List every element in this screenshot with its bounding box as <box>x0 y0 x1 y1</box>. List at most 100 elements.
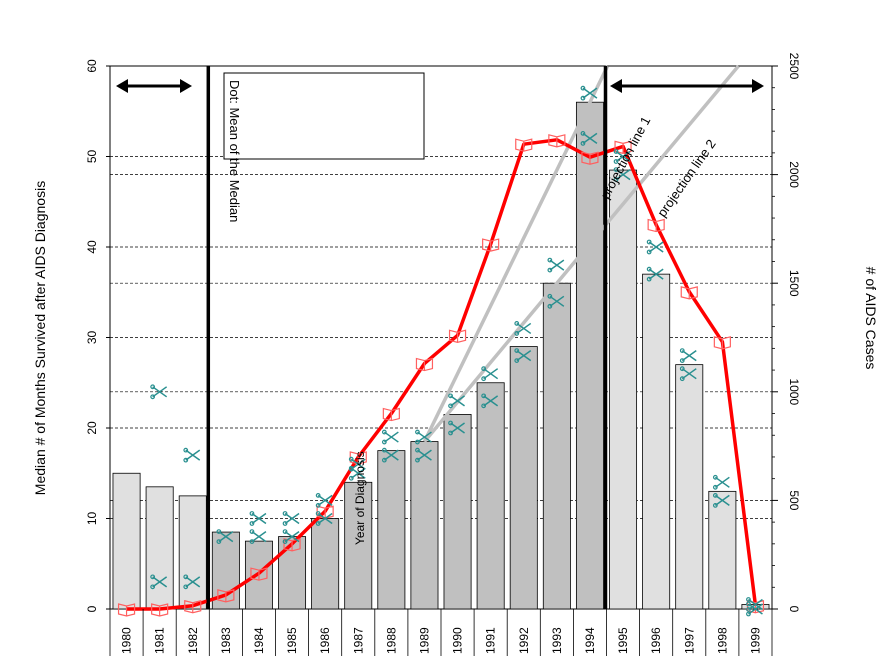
cases-series-line <box>126 138 758 611</box>
book-marker <box>548 134 566 148</box>
scissors-handle <box>348 465 354 471</box>
scissors-marker <box>150 574 168 590</box>
book-marker <box>250 567 268 581</box>
scissors-handle <box>580 95 586 101</box>
book-marker <box>184 599 202 614</box>
scissors-blades <box>450 395 465 407</box>
y-left-tick-label: 10 <box>85 512 99 526</box>
scissors-handle <box>679 358 685 364</box>
y-right-tick-label: 2500 <box>787 53 801 80</box>
bar-1992 <box>509 346 538 610</box>
scissors-blades <box>549 295 565 307</box>
scissors-handle <box>216 539 222 544</box>
scissors-marker <box>646 266 664 282</box>
bar-1993 <box>542 282 571 610</box>
x-tick-label: 1980 <box>120 627 134 654</box>
y-right-tick-label: 1500 <box>787 270 801 297</box>
x-tick-label: 1991 <box>484 627 498 654</box>
scissors-handle <box>547 267 553 273</box>
scissors-handle <box>746 611 751 617</box>
scissors-handle <box>481 393 487 399</box>
scissors-blades <box>681 349 697 362</box>
y-left-tick-label: 30 <box>85 331 99 345</box>
bar-1986 <box>311 518 340 610</box>
scissors-handle <box>580 140 586 146</box>
scissors-marker <box>282 511 300 526</box>
scissors-blades <box>317 512 333 525</box>
arrow-early-head-right <box>180 79 192 93</box>
legend-text: Dot: Mean of the Median <box>227 80 242 222</box>
scissors-marker <box>679 348 697 364</box>
scissors-handle <box>746 601 751 607</box>
bar-1994 <box>575 101 604 610</box>
scissors-handle <box>712 474 718 480</box>
scissors-blades <box>748 603 763 615</box>
scissors-handle <box>613 167 619 173</box>
book-marker <box>382 407 400 422</box>
projection-line-1 <box>422 65 610 443</box>
projection-label-2: projection line 2 <box>654 137 719 220</box>
scissors-blades <box>417 449 432 461</box>
projection-line-2 <box>423 64 740 443</box>
x-tick-label: 1990 <box>451 627 465 654</box>
scissors-handle <box>183 584 189 590</box>
bar-1990 <box>443 414 472 610</box>
bar-1996 <box>642 273 671 610</box>
scissors-handle <box>448 393 453 399</box>
scissors-handle <box>481 376 487 382</box>
scissors-blades <box>516 322 532 335</box>
y-right-tick-label: 1000 <box>787 378 801 405</box>
book-marker <box>515 138 533 152</box>
scissors-blades <box>350 458 366 470</box>
scissors-handle <box>150 574 156 580</box>
scissors-blades <box>483 395 499 407</box>
scissors-blades <box>714 494 730 507</box>
book-shape <box>316 505 334 519</box>
scissors-blades <box>317 494 333 507</box>
scissors-marker <box>249 529 267 544</box>
x-tick-label: 1989 <box>417 627 431 654</box>
x-tick-labels: 1980 1981 1982 1983 1984 1985 1986 1987 1988 1989… <box>109 609 773 656</box>
book-shape <box>117 603 136 617</box>
book-marker <box>415 357 434 372</box>
scissors-handle <box>282 539 288 544</box>
scissors-marker <box>613 149 631 164</box>
scissors-marker <box>613 167 631 183</box>
book-marker <box>647 218 665 233</box>
bar-1980 <box>112 472 141 610</box>
book-marker <box>482 238 500 252</box>
scissors-blades <box>350 467 366 479</box>
scissors-marker <box>746 601 763 617</box>
scissors-handle <box>712 484 718 490</box>
book-shape <box>184 599 202 614</box>
scissors-marker <box>348 465 366 481</box>
scissors-blades <box>218 530 234 543</box>
scissors-handle <box>249 529 255 534</box>
arrow-late-head-left <box>610 79 622 93</box>
scissors-marker <box>580 130 598 146</box>
scissors-handle <box>150 384 156 390</box>
scissors-blades <box>714 476 730 488</box>
scissors-marker <box>679 366 697 382</box>
scissors-handle <box>415 439 420 445</box>
scissors-handle <box>249 521 255 526</box>
book-marker <box>448 329 467 343</box>
scissors-marker <box>514 348 532 364</box>
x-tick-label: 1987 <box>351 627 365 654</box>
scissors-blades <box>748 598 763 611</box>
bar-1988 <box>377 450 406 610</box>
book-shape <box>482 238 500 252</box>
scissors-handle <box>712 492 718 498</box>
scissors-blades <box>615 168 631 181</box>
scissors-blades <box>417 431 432 443</box>
scissors-blades <box>383 431 399 443</box>
y-left-tick-label: 60 <box>85 59 99 73</box>
scissors-marker <box>448 420 465 436</box>
scissors-handle <box>514 331 520 336</box>
projection-lines <box>422 64 740 443</box>
y-left-tick-label: 40 <box>85 240 99 254</box>
book-shape <box>515 138 533 152</box>
scissors-handle <box>150 584 156 590</box>
scissors-handle <box>448 420 453 426</box>
x-axis-title: Year of Diagnosis <box>353 451 367 545</box>
